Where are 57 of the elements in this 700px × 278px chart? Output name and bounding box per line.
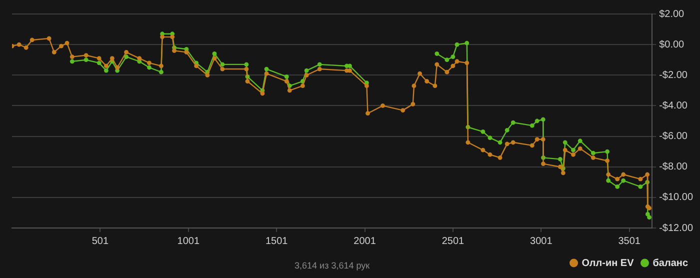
y-tick-label: -$10.00: [659, 192, 694, 204]
point: [510, 120, 516, 125]
legend-label: Олл-ин EV: [582, 258, 634, 269]
point: [464, 40, 470, 46]
point: [348, 64, 352, 68]
point: [578, 138, 582, 144]
point: [284, 74, 289, 79]
point: [498, 140, 502, 145]
point: [605, 149, 610, 154]
y-tick-label: -$2.00: [659, 70, 688, 81]
point: [84, 58, 88, 62]
x-tick-label: 2501: [442, 236, 465, 247]
point: [504, 128, 510, 132]
point: [454, 42, 460, 47]
x-tick-label: 501: [92, 236, 109, 247]
point: [562, 140, 568, 145]
y-tick-label: -$8.00: [659, 162, 688, 173]
point: [124, 54, 128, 59]
point: [147, 65, 152, 70]
point: [530, 123, 534, 128]
x-tick-label: 3501: [618, 236, 641, 247]
point: [534, 118, 540, 124]
point: [444, 58, 450, 62]
point: [558, 157, 562, 162]
point: [264, 66, 269, 72]
point: [220, 62, 225, 67]
legend-label: баланс: [652, 258, 688, 269]
point: [480, 130, 486, 134]
point: [638, 184, 643, 189]
point: [244, 62, 249, 67]
y-tick-label: $0.00: [659, 39, 685, 50]
point: [450, 54, 456, 59]
point: [104, 68, 108, 73]
point: [615, 184, 620, 189]
x-tick-label: 1501: [265, 236, 288, 247]
y-tick-label: -$6.00: [659, 131, 688, 142]
point: [540, 117, 546, 122]
y-tick-label: -$4.00: [659, 100, 688, 112]
x-tick-label: 2001: [354, 236, 376, 247]
point: [304, 68, 309, 73]
point: [317, 62, 322, 67]
point: [159, 70, 164, 74]
point: [212, 52, 217, 56]
y-tick-label: $2.00: [659, 8, 685, 20]
point: [606, 178, 611, 183]
point: [647, 215, 652, 220]
point: [571, 148, 576, 152]
point: [96, 60, 102, 66]
x-tick-label: 3001: [530, 236, 553, 247]
point: [70, 59, 74, 64]
y-tick-label: -$12.00: [659, 222, 694, 234]
point: [621, 178, 626, 183]
point: [488, 136, 492, 140]
text: 3,614 из 3,614 рук: [294, 260, 370, 270]
x-tick-label: 1001: [177, 236, 200, 247]
point: [434, 52, 440, 56]
point: [590, 150, 596, 156]
